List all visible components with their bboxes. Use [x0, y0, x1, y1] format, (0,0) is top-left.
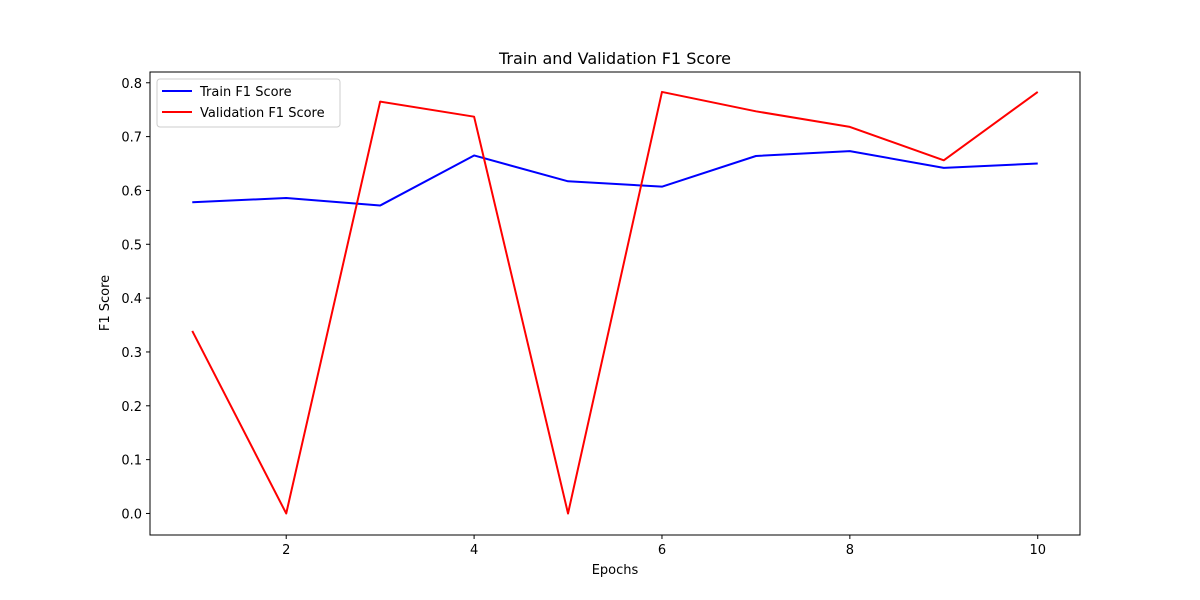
y-tick-label: 0.4: [121, 292, 142, 307]
y-tick-label: 0.2: [121, 400, 142, 415]
y-axis-label: F1 Score: [98, 275, 113, 331]
legend-label: Validation F1 Score: [200, 106, 325, 121]
x-tick-label: 10: [1029, 543, 1046, 558]
y-tick-label: 0.1: [121, 454, 142, 469]
y-tick-label: 0.3: [121, 346, 142, 361]
y-tick-label: 0.0: [121, 507, 142, 522]
legend-label: Train F1 Score: [199, 85, 292, 100]
x-axis-label: Epochs: [592, 563, 639, 578]
y-tick-label: 0.5: [121, 238, 142, 253]
x-tick-label: 8: [846, 543, 854, 558]
x-tick-label: 6: [658, 543, 666, 558]
x-tick-label: 2: [282, 543, 290, 558]
y-tick-label: 0.7: [121, 131, 142, 146]
series-lines: [191, 90, 1039, 515]
series-line-train: [192, 150, 1038, 207]
series-line-validation: [191, 90, 1039, 515]
plot-area-frame: [149, 71, 1081, 536]
y-axis: 0.0 0.1 0.2 0.3 0.4 0.5 0.6 0.7 0.8: [121, 77, 150, 522]
x-tick-label: 4: [470, 543, 478, 558]
legend: Train F1 Score Validation F1 Score: [156, 78, 341, 128]
x-axis: 2 4 6 8 10: [282, 535, 1046, 558]
legend-frame: [156, 78, 341, 128]
y-tick-label: 0.8: [121, 77, 142, 92]
y-tick-label: 0.6: [121, 184, 142, 199]
chart-title: Train and Validation F1 Score: [498, 49, 731, 68]
